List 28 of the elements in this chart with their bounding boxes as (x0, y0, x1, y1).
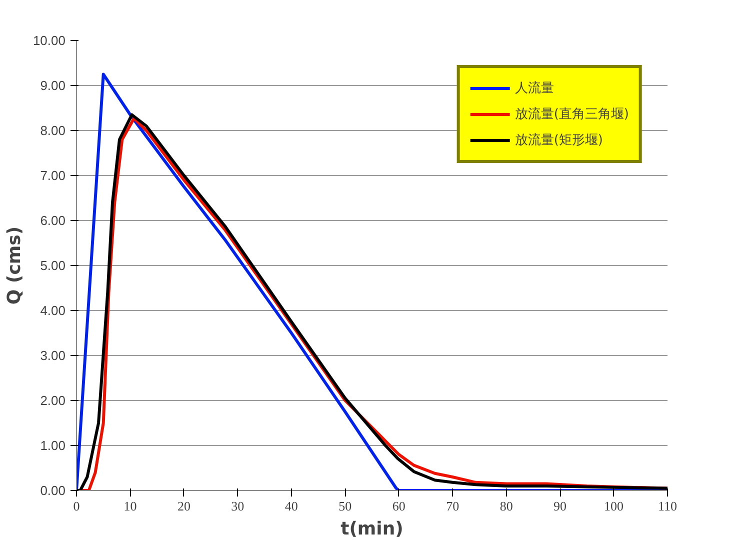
y-tick-label: 8.00 (40, 123, 66, 138)
x-tick-label: 60 (392, 498, 406, 514)
x-tick-label: 70 (446, 498, 460, 514)
x-tick-label: 0 (73, 498, 80, 514)
x-tick-label: 100 (604, 498, 624, 514)
x-tick-label: 80 (500, 498, 513, 514)
x-tick-label: 10 (124, 498, 137, 514)
y-axis-title: Q (cms) (4, 226, 25, 305)
y-tick-label: 5.00 (40, 258, 66, 273)
y-tick-label: 6.00 (40, 213, 66, 228)
y-tick-label: 1.00 (40, 438, 66, 453)
y-tick-label: 9.00 (40, 78, 66, 93)
x-tick-label: 20 (177, 498, 190, 514)
x-tick-label: 40 (284, 498, 298, 514)
y-tick-label: 10.00 (32, 33, 66, 48)
y-tick-label: 3.00 (40, 348, 66, 363)
y-tick-label: 2.00 (40, 393, 66, 408)
x-axis-title: t(min) (340, 518, 404, 540)
x-tick-label: 50 (338, 498, 352, 514)
legend-label: 放流量(直角三角堰) (514, 106, 629, 123)
y-tick-label: 4.00 (40, 303, 66, 318)
legend-label: 人流量 (514, 80, 554, 97)
x-tick-label: 90 (554, 498, 567, 514)
x-tick-label: 110 (658, 498, 678, 514)
legend-label: 放流量(矩形堰) (514, 132, 603, 149)
x-tick-label: 30 (231, 498, 244, 514)
y-tick-label: 0.00 (40, 483, 66, 498)
y-tick-label: 7.00 (40, 168, 66, 183)
